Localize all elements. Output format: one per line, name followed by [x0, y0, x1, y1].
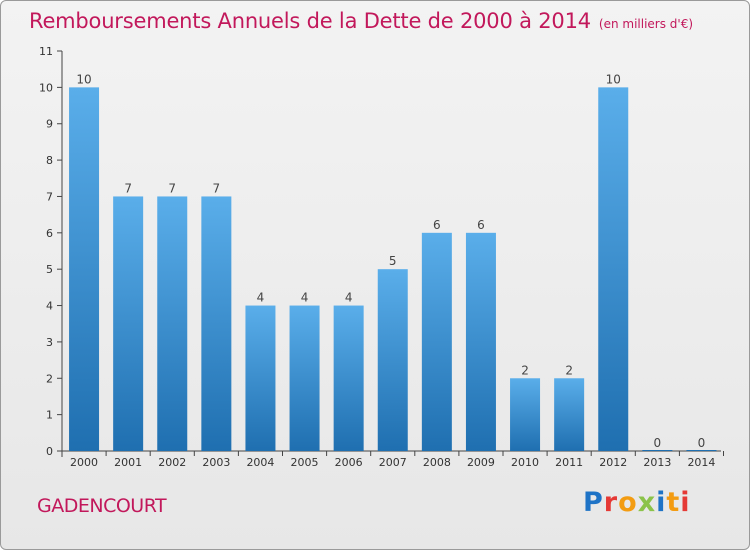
y-tick-label: 2: [46, 372, 53, 385]
bars: [69, 87, 717, 451]
chart-title: Remboursements Annuels de la Dette de 20…: [29, 9, 693, 33]
bar: [377, 269, 408, 451]
y-tick-label: 8: [46, 154, 53, 167]
x-tick-label: 2005: [291, 456, 319, 469]
bar: [201, 196, 232, 451]
bar: [69, 87, 100, 451]
bar: [333, 305, 364, 451]
x-tick-label: 2009: [467, 456, 495, 469]
x-tick-label: 2002: [158, 456, 186, 469]
x-tick-label: 2010: [511, 456, 539, 469]
y-tick-label: 11: [39, 45, 53, 58]
bar: [642, 450, 673, 451]
x-tick-label: 2008: [423, 456, 451, 469]
bar-value-label: 4: [301, 291, 309, 305]
bar-value-label: 7: [213, 181, 221, 195]
bar-value-label: 10: [606, 72, 621, 86]
y-tick-label: 7: [46, 190, 53, 203]
x-tick-label: 2011: [555, 456, 583, 469]
x-tick-label: 2004: [246, 456, 274, 469]
bar: [598, 87, 629, 451]
bar: [510, 378, 541, 451]
bar-value-label: 0: [654, 436, 662, 450]
y-tick-label: 4: [46, 300, 53, 313]
bar-value-label: 7: [168, 181, 176, 195]
bar-value-label: 5: [389, 254, 397, 268]
x-tick-label: 2000: [70, 456, 98, 469]
bar: [465, 232, 496, 451]
bar-value-label: 6: [477, 218, 485, 232]
y-tick-label: 9: [46, 118, 53, 131]
bar: [113, 196, 144, 451]
bar-value-label: 4: [257, 291, 265, 305]
data-labels: 10 7 7 7 4 4 4 5 6 6 2 2 10 0 0: [76, 72, 705, 450]
bar: [289, 305, 320, 451]
x-tick-label: 2006: [335, 456, 363, 469]
y-tick-label: 3: [46, 336, 53, 349]
commune-name: GADENCOURT: [37, 495, 167, 517]
proxiti-logo: Proxiti: [583, 487, 691, 518]
x-tick-label: 2003: [202, 456, 230, 469]
bar: [554, 378, 585, 451]
bar-value-label: 2: [521, 363, 529, 377]
bar: [157, 196, 188, 451]
y-tick-label: 1: [46, 409, 53, 422]
chart-unit-note: (en milliers d'€): [598, 17, 694, 31]
bar-value-label: 10: [76, 72, 91, 86]
x-tick-label: 2012: [599, 456, 627, 469]
bar: [245, 305, 276, 451]
x-tick-label: 2001: [114, 456, 142, 469]
x-tick-label: 2013: [643, 456, 671, 469]
bar-value-label: 2: [565, 363, 573, 377]
bar-value-label: 7: [124, 181, 132, 195]
y-tick-label: 6: [46, 227, 53, 240]
bar-value-label: 4: [345, 291, 353, 305]
bar: [686, 450, 717, 451]
y-tick-label: 10: [39, 81, 53, 94]
bar-value-label: 6: [433, 218, 441, 232]
chart-title-text: Remboursements Annuels de la Dette de 20…: [29, 9, 591, 33]
y-tick-label: 5: [46, 263, 53, 276]
bar-value-label: 0: [698, 436, 706, 450]
bar: [421, 232, 452, 451]
y-tick-label: 0: [46, 445, 53, 458]
x-tick-label: 2007: [379, 456, 407, 469]
x-tick-label: 2014: [687, 456, 715, 469]
